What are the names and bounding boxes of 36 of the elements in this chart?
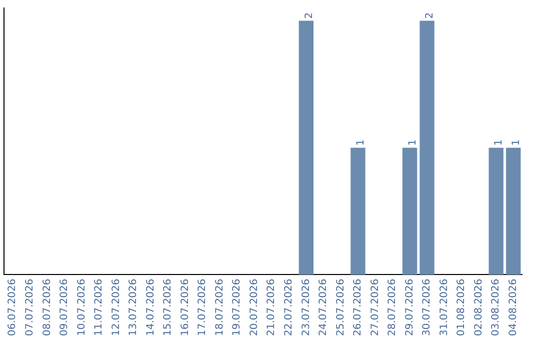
data-label: 1	[356, 139, 367, 146]
x-tick-label: 27.07.2026	[370, 278, 381, 336]
x-tick-label: 26.07.2026	[352, 278, 364, 336]
x-tick-label: 31.07.2026	[438, 278, 450, 336]
x-tick-label: 10.07.2026	[76, 278, 88, 336]
x-tick-label: 15.07.2026	[162, 278, 174, 336]
x-tick-label: 30.07.2026	[422, 278, 433, 336]
x-tick-label: 11.07.2026	[94, 278, 105, 336]
x-tick-label: 03.08.2026	[490, 278, 502, 336]
x-tick-label: 14.07.2026	[145, 278, 156, 336]
data-label: 2	[424, 12, 436, 19]
x-tick-label: 21.07.2026	[266, 278, 278, 336]
x-tick-label: 13.07.2026	[128, 278, 140, 336]
x-tick-label: 22.07.2026	[283, 278, 294, 336]
data-label: 1	[494, 139, 505, 146]
x-tick-label: 07.07.2026	[24, 278, 36, 336]
data-label: 1	[510, 139, 522, 146]
data-label: 1	[407, 139, 418, 146]
x-tick-label: 12.07.2026	[110, 278, 122, 336]
x-tick-label: 29.07.2026	[404, 278, 416, 336]
x-tick-label: 02.08.2026	[473, 278, 484, 336]
x-tick-label: 17.07.2026	[197, 278, 208, 336]
x-tick-label: 28.07.2026	[387, 278, 398, 336]
x-tick-label: 16.07.2026	[180, 278, 191, 336]
x-tick-label: 08.07.2026	[42, 278, 53, 336]
x-tick-label: 01.08.2026	[456, 278, 468, 336]
x-tick-label: 23.07.2026	[300, 278, 312, 336]
x-tick-label: 04.08.2026	[508, 278, 519, 336]
x-tick-label: 18.07.2026	[214, 278, 226, 336]
x-tick-label: 06.07.2026	[7, 278, 18, 336]
x-tick-label: 09.07.2026	[59, 278, 70, 336]
x-tick-label: 19.07.2026	[232, 278, 243, 336]
data-label: 2	[304, 12, 315, 19]
x-tick-label: 20.07.2026	[248, 278, 260, 336]
x-tick-label: 25.07.2026	[335, 278, 346, 336]
x-tick-label: 24.07.2026	[318, 278, 330, 336]
